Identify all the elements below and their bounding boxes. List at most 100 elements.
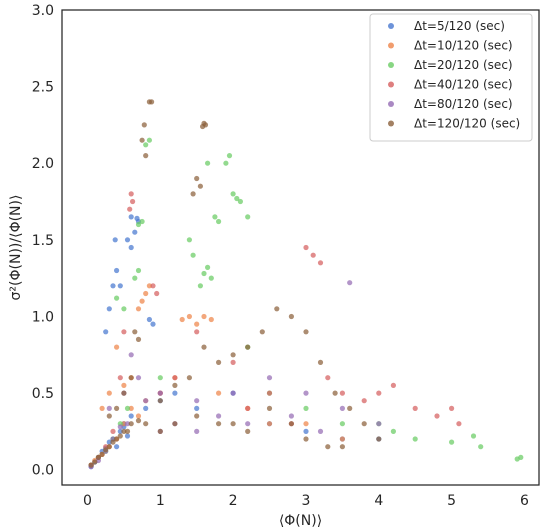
point-series-5-21 bbox=[245, 421, 251, 427]
point-series-6-50 bbox=[216, 421, 222, 427]
point-series-6-41 bbox=[347, 405, 353, 411]
point-series-6-38 bbox=[303, 329, 309, 335]
point-series-3-31 bbox=[412, 436, 418, 442]
point-series-1-6 bbox=[106, 439, 112, 445]
point-series-6-47 bbox=[325, 444, 331, 450]
plot-frame bbox=[61, 9, 540, 486]
legend-marker bbox=[388, 81, 394, 88]
point-series-2-8 bbox=[135, 413, 142, 419]
point-series-6-4 bbox=[99, 451, 105, 457]
point-series-4-24 bbox=[172, 375, 178, 381]
point-series-3-23 bbox=[245, 214, 251, 220]
point-series-3-27 bbox=[205, 160, 211, 166]
y-axis-label: σ²(Φ(N))/⟨Φ(N)⟩ bbox=[8, 195, 24, 301]
point-series-6-30 bbox=[186, 375, 192, 381]
point-series-4-18 bbox=[361, 398, 367, 404]
legend-marker bbox=[388, 101, 394, 107]
point-series-6-9 bbox=[117, 433, 123, 439]
point-series-3-20 bbox=[230, 191, 236, 197]
x-tick-label: 0 bbox=[83, 493, 92, 509]
point-series-6-58 bbox=[114, 405, 120, 411]
point-series-4-23 bbox=[456, 421, 462, 427]
point-series-1-20 bbox=[128, 214, 134, 220]
points-layer bbox=[88, 99, 524, 470]
y-tick-label: 0.0 bbox=[32, 463, 54, 479]
point-series-6-16 bbox=[149, 99, 155, 105]
point-series-3-40 bbox=[390, 428, 396, 434]
point-series-6-10 bbox=[121, 428, 127, 434]
legend-marker bbox=[388, 120, 394, 127]
point-series-1-29 bbox=[172, 390, 178, 396]
point-series-6-11 bbox=[124, 428, 131, 434]
point-series-4-8 bbox=[150, 283, 156, 289]
point-series-5-11 bbox=[266, 375, 273, 381]
point-series-4-29 bbox=[117, 375, 123, 381]
point-series-6-18 bbox=[141, 122, 147, 128]
point-series-6-54 bbox=[230, 421, 236, 427]
point-series-2-22 bbox=[216, 390, 222, 396]
y-tick-label: 0.5 bbox=[32, 386, 54, 402]
point-series-2-27 bbox=[114, 344, 120, 350]
point-series-4-9 bbox=[154, 290, 160, 297]
point-series-6-28 bbox=[157, 398, 163, 404]
point-series-3-21 bbox=[234, 195, 240, 202]
point-series-4-7 bbox=[127, 206, 133, 212]
point-series-2-14 bbox=[143, 290, 149, 297]
y-tick-label: 2.5 bbox=[32, 80, 54, 96]
point-series-2-15 bbox=[146, 283, 152, 289]
point-series-3-8 bbox=[135, 267, 142, 274]
point-series-2-29 bbox=[99, 405, 105, 411]
point-series-2-7 bbox=[128, 405, 134, 411]
point-series-2-17 bbox=[186, 313, 192, 320]
point-series-4-22 bbox=[449, 405, 455, 411]
point-series-3-41 bbox=[157, 375, 163, 381]
x-tick-label: 1 bbox=[156, 493, 165, 509]
point-series-6-42 bbox=[361, 421, 367, 427]
point-series-3-12 bbox=[135, 221, 142, 228]
point-series-6-6 bbox=[106, 444, 112, 450]
point-series-6-32 bbox=[216, 359, 222, 365]
point-series-2-28 bbox=[106, 390, 112, 396]
point-series-2-25 bbox=[303, 421, 309, 427]
point-series-1-25 bbox=[106, 306, 112, 312]
point-series-6-14 bbox=[143, 421, 149, 427]
point-series-2-19 bbox=[201, 313, 207, 320]
legend-entry-label: Δt=80/120 (sec) bbox=[414, 97, 513, 111]
point-series-1-27 bbox=[143, 405, 149, 411]
point-series-5-8 bbox=[157, 390, 163, 396]
point-series-6-12 bbox=[128, 421, 134, 427]
point-series-4-11 bbox=[194, 329, 200, 335]
ticks-layer: 0 1 2 3 4 5 6 0.0 0.5 1.0 1.5 2.0 2.5 3.0 bbox=[32, 3, 529, 509]
point-series-4-30 bbox=[390, 382, 396, 388]
point-series-6-45 bbox=[288, 421, 294, 427]
point-series-2-10 bbox=[121, 382, 127, 388]
point-series-4-19 bbox=[376, 390, 382, 396]
point-series-6-29 bbox=[172, 382, 178, 388]
point-series-2-12 bbox=[135, 306, 142, 312]
point-series-3-36 bbox=[518, 454, 524, 460]
point-series-3-26 bbox=[197, 283, 203, 289]
point-series-4-17 bbox=[339, 390, 345, 396]
point-series-6-27 bbox=[190, 191, 196, 197]
point-series-3-37 bbox=[114, 295, 120, 301]
point-series-1-9 bbox=[117, 428, 123, 434]
point-series-6-25 bbox=[194, 175, 200, 182]
x-axis-label: ⟨Φ(N)⟩ bbox=[279, 513, 322, 529]
point-series-6-40 bbox=[332, 390, 338, 396]
point-series-4-20 bbox=[412, 405, 418, 411]
point-series-3-15 bbox=[208, 275, 214, 281]
point-series-6-34 bbox=[245, 344, 251, 350]
legend-entry-label: Δt=120/120 (sec) bbox=[414, 117, 520, 131]
point-series-3-10 bbox=[143, 142, 149, 148]
point-series-6-13 bbox=[135, 418, 142, 424]
point-series-6-51 bbox=[194, 413, 200, 419]
y-tick-label: 1.5 bbox=[32, 233, 54, 249]
point-series-3-22 bbox=[237, 198, 243, 205]
point-series-1-17 bbox=[124, 237, 131, 243]
point-series-5-18 bbox=[135, 375, 142, 381]
point-series-4-6 bbox=[130, 198, 136, 205]
point-series-6-37 bbox=[288, 313, 294, 320]
point-series-5-20 bbox=[216, 413, 222, 419]
point-series-4-4 bbox=[110, 428, 116, 434]
point-series-6-2 bbox=[92, 459, 98, 465]
